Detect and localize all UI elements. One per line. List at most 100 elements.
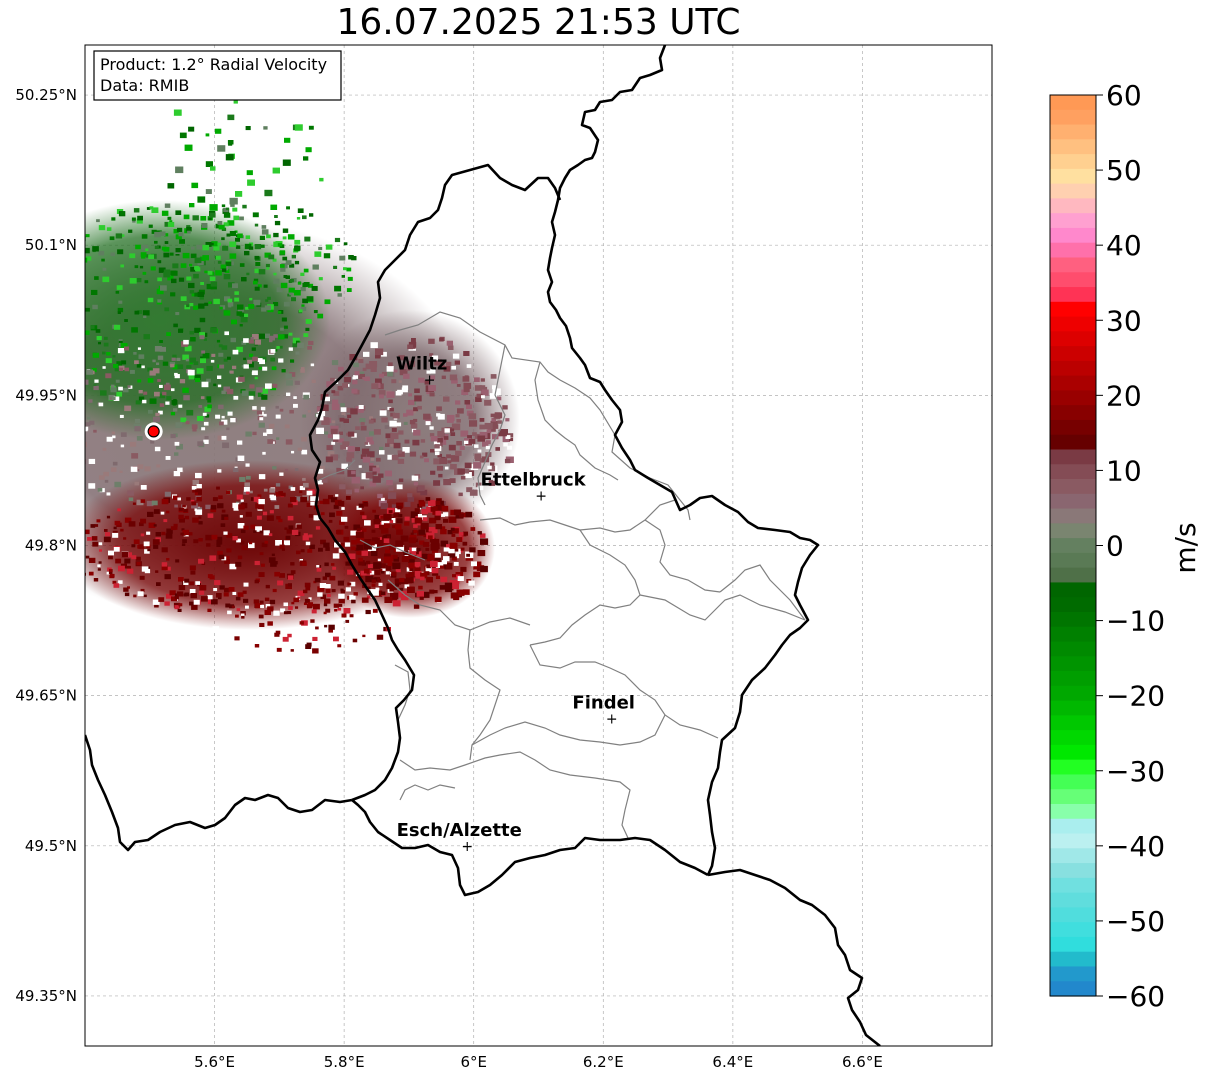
colorbar-swatch [1050,833,1096,849]
radar-gate [96,219,100,223]
radar-gate [115,379,120,383]
radar-gate [200,358,206,364]
map-area[interactable]: +Wiltz+Ettelbruck+Findel+Esch/Alzette [0,45,992,1046]
radar-gate [308,534,313,538]
radar-gate [323,253,331,259]
colorbar-tick-label: 0 [1106,530,1124,563]
radar-gate [430,436,438,442]
colorbar-swatch [1050,907,1096,923]
radar-gate [156,288,164,295]
radar-gate [362,456,370,463]
colorbar-swatch [1050,301,1096,318]
radar-gate [489,393,497,399]
radar-gate [207,595,213,600]
radar-gate [164,221,171,227]
radar-gate [106,227,112,231]
radar-gate [341,516,348,522]
radar-gate [250,337,254,340]
radar-gate [285,535,291,540]
radar-gate [317,592,323,597]
radar-gate [252,406,257,410]
radar-gate [334,542,341,548]
radar-gate [234,636,240,641]
radar-gate [232,502,239,509]
radar-gate [143,334,150,340]
radar-gate [448,516,457,523]
radar-gate [361,448,370,455]
radar-gate [210,284,217,290]
radar-gate [273,278,280,284]
radar-gate [323,603,328,607]
radar-gate [369,431,375,436]
radar-gate [378,524,385,530]
radar-gate [420,503,429,510]
radar-gate [347,431,355,437]
radar-gate [332,473,336,477]
radar-gate [156,362,160,365]
radar-gate [429,537,436,543]
radar-gate [263,530,270,536]
radar-gate [227,140,234,145]
radar-gate [449,374,458,381]
radar-gate [145,248,149,251]
radar-gate [331,563,335,566]
radar-gate [194,374,201,380]
radar-gate [322,576,327,580]
radar-gate [337,607,342,611]
radar-gate [491,417,496,422]
radar-gate [492,424,499,429]
radar-gate [102,447,107,451]
radar-gate [190,253,197,259]
radar-gate [330,454,338,461]
radar-gate [217,550,223,556]
radar-gate [119,414,124,418]
radar-gate [163,246,170,252]
radar-site-marker[interactable] [147,425,160,438]
radar-gate [166,396,172,401]
radar-gate [53,411,58,415]
radar-gate [308,283,314,288]
admin-line [387,579,531,631]
radar-gate [88,557,96,563]
radar-gate [61,346,66,350]
radar-gate [190,593,197,599]
radar-gate [407,344,414,350]
radar-gate [236,346,243,353]
radar-gate [158,267,166,273]
radar-gate [180,296,187,301]
radar-gate [477,531,482,535]
radar-gate [395,580,402,585]
radar-gate [88,483,96,489]
radar-gate [180,263,187,268]
radar-gate [232,591,237,595]
radar-gate [313,515,320,521]
radar-gate [157,379,161,382]
radar-gate [382,623,387,627]
radar-gate [55,273,59,276]
radar-gate [376,457,381,462]
radar-gate [232,365,237,370]
radar-gate [254,560,260,566]
city-marker-icon: + [535,488,547,504]
radar-gate [258,333,265,339]
radar-gate [371,383,379,389]
radar-gate [444,586,453,593]
radar-gate [466,404,472,410]
city-marker-icon: + [424,372,436,388]
radar-gate [254,579,259,584]
radar-gate [140,533,145,537]
radar-gate [358,359,364,364]
radar-gate [343,418,349,423]
radar-gate [437,437,443,443]
radar-gate [294,124,303,131]
radar-gate [202,255,209,261]
radar-gate [276,516,281,520]
radar-gate [367,544,377,552]
radar-gate [396,422,402,427]
border-luxembourg-west [308,163,562,802]
radar-gate [192,517,199,523]
radar-gate [361,597,369,603]
radar-gate [361,550,369,556]
radar-gate [464,472,472,478]
radar-gate [295,606,299,609]
